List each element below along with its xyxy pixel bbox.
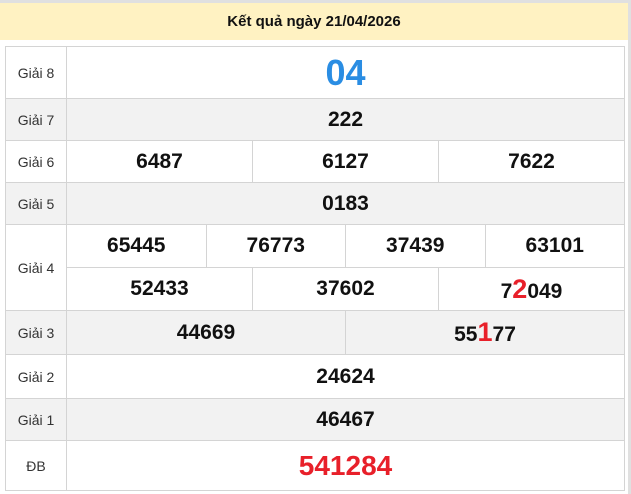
prize-value: 72049 (438, 267, 625, 311)
prize-label: ĐB (5, 440, 67, 491)
highlight-digit: 1 (477, 317, 493, 347)
prize-value: 222 (66, 98, 625, 141)
row-giai-5: Giải 5 0183 (5, 182, 625, 225)
prize-value: 6127 (252, 140, 439, 183)
digits: 049 (527, 279, 563, 303)
prize-label: Giải 7 (5, 98, 67, 141)
prize-label: Giải 3 (5, 310, 67, 355)
prize-value: 76773 (205, 224, 346, 268)
prize-value: 37439 (345, 224, 486, 268)
prize-label: Giải 6 (5, 140, 67, 183)
row-giai-6: Giải 6 6487 6127 7622 (5, 140, 625, 183)
prize-label: Giải 8 (5, 46, 67, 99)
prize-value: 24624 (66, 354, 625, 399)
prize-value: 7622 (438, 140, 625, 183)
prize-label: Giải 1 (5, 398, 67, 441)
prize-label: Giải 5 (5, 182, 67, 225)
digits: 77 (492, 323, 516, 346)
row-giai-8: Giải 8 04 (5, 46, 625, 99)
row-giai-7: Giải 7 222 (5, 98, 625, 141)
digits: 55 (454, 323, 478, 346)
row-dac-biet: ĐB 541284 (5, 440, 625, 491)
prize-value: 65445 (66, 224, 207, 268)
results-table: Giải 8 04 Giải 7 222 Giải 6 6487 6127 76… (5, 46, 625, 491)
prize-value: 46467 (66, 398, 625, 441)
results-title: Kết quả ngày 21/04/2026 (0, 0, 628, 40)
prize-label: Giải 4 (5, 224, 67, 311)
prize-value: 0183 (66, 182, 625, 225)
row-giai-2: Giải 2 24624 (5, 354, 625, 399)
special-prize-value: 541284 (66, 440, 625, 491)
prize-value: 63101 (484, 224, 625, 268)
prize-value: 52433 (66, 267, 253, 311)
prize-label: Giải 2 (5, 354, 67, 399)
prize-value: 55177 (345, 310, 625, 355)
prize-value: 6487 (66, 140, 253, 183)
row-giai-4: Giải 4 65445 76773 37439 63101 (5, 224, 625, 311)
highlight-digit: 2 (512, 273, 528, 304)
prize-value: 04 (66, 46, 625, 99)
row-giai-4b: 52433 37602 72049 (6, 267, 625, 311)
digits: 7 (500, 279, 513, 303)
prize-value: 44669 (66, 310, 346, 355)
row-giai-1: Giải 1 46467 (5, 398, 625, 441)
prize-value: 37602 (252, 267, 439, 311)
row-giai-3: Giải 3 44669 55177 (5, 310, 625, 355)
